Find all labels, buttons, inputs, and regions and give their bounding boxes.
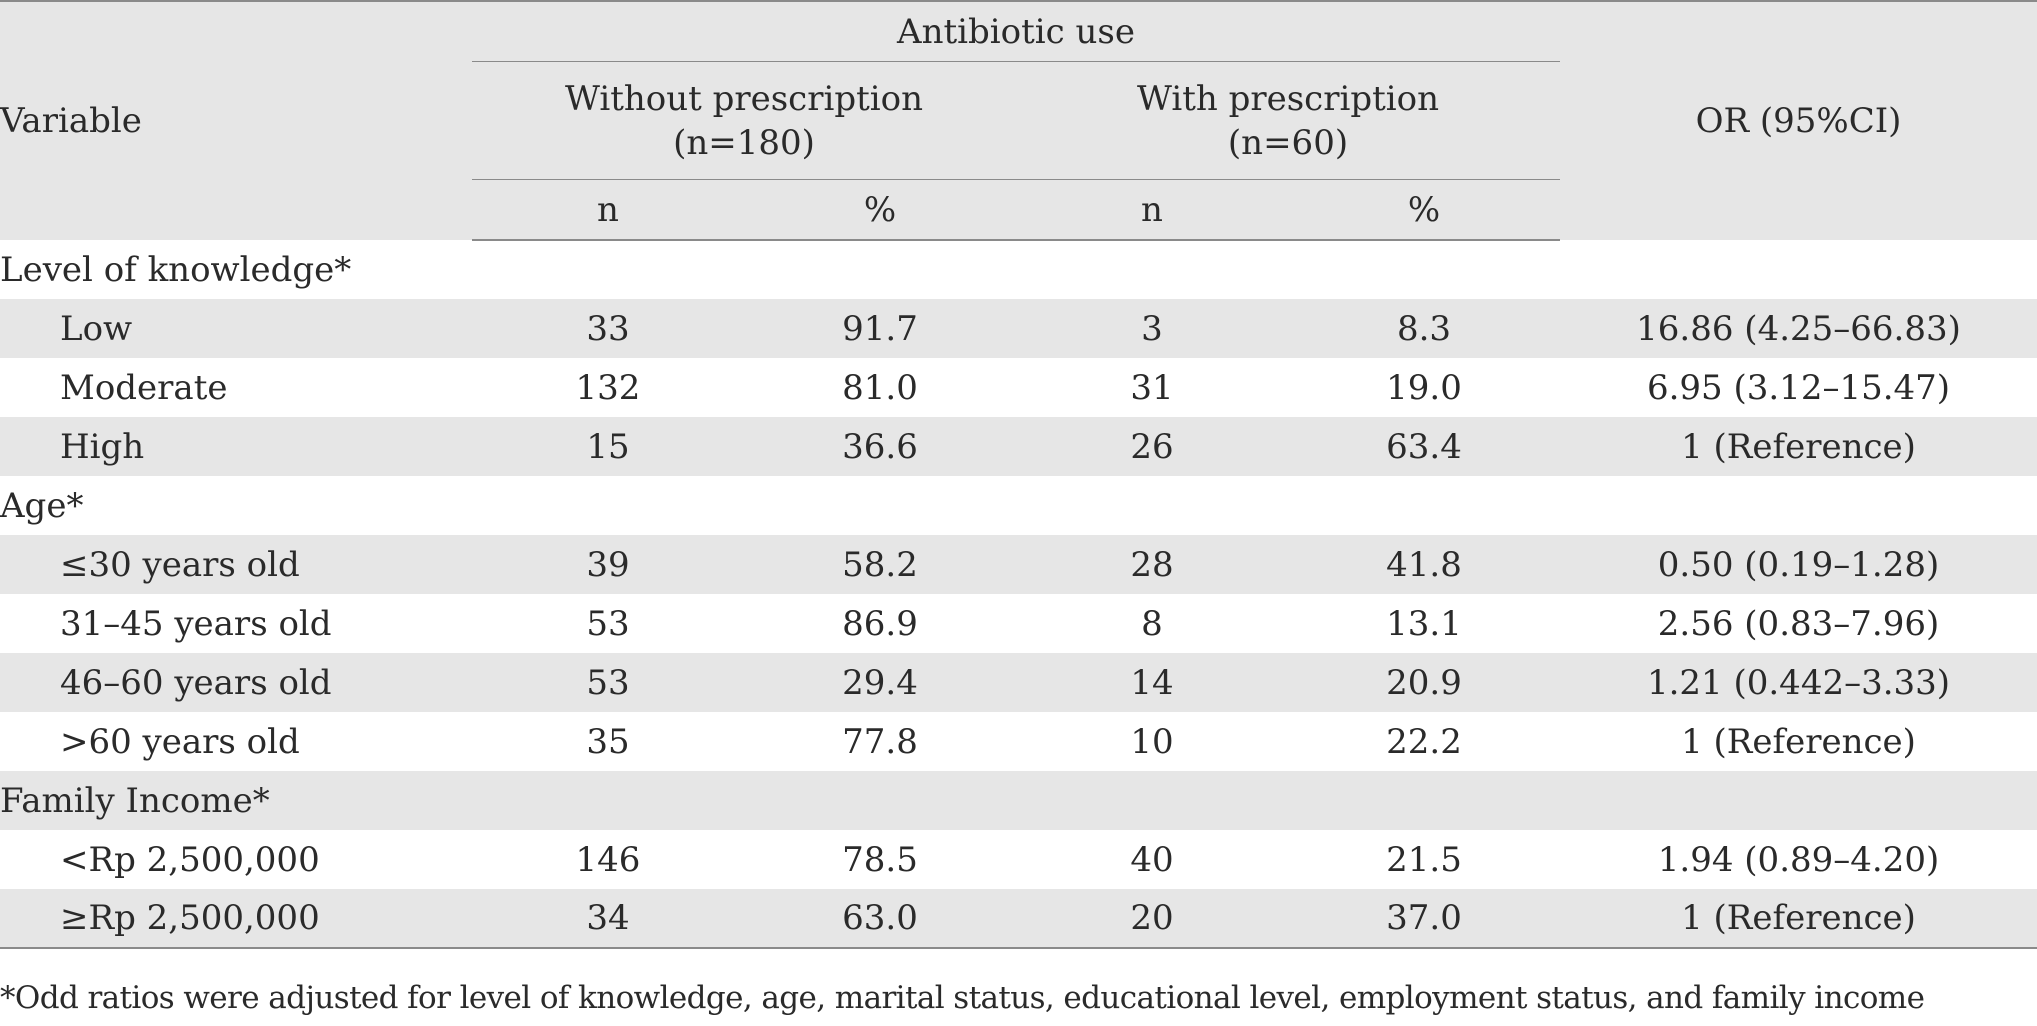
with-n-header: n — [1016, 180, 1288, 241]
cell-without-percent: 91.7 — [744, 299, 1016, 358]
cell-with-n: 8 — [1141, 603, 1163, 644]
table-row: High 15 36.6 26 63.4 1 (Reference) — [0, 417, 2037, 476]
row-label: Moderate — [60, 367, 228, 408]
section-label: Family Income* — [0, 771, 2037, 830]
without-prescription-label: Without prescription — [564, 78, 924, 119]
or-ci-header: OR (95%CI) — [1560, 0, 2037, 240]
cell-with-percent: 19.0 — [1386, 367, 1462, 408]
row-label: Low — [0, 299, 472, 358]
cell-without-percent: 36.6 — [744, 417, 1016, 476]
with-prescription-header: With prescription (n=60) — [1016, 62, 1561, 180]
subgroup-rule-right — [1016, 179, 1561, 180]
group-header-rule — [472, 61, 1561, 62]
antibiotic-use-label: Antibiotic use — [897, 12, 1135, 52]
cell-or-ci: 1 (Reference) — [1681, 721, 1916, 762]
cell-without-percent: 29.4 — [744, 653, 1016, 712]
cell-without-n: 53 — [586, 603, 630, 644]
antibiotic-use-group-header: Antibiotic use — [472, 0, 1561, 62]
cell-without-n: 39 — [472, 535, 744, 594]
table-row: ≥Rp 2,500,000 34 63.0 20 37.0 1 (Referen… — [0, 889, 2037, 949]
cell-with-percent: 37.0 — [1288, 889, 1561, 949]
table-row: Low 33 91.7 3 8.3 16.86 (4.25–66.83) — [0, 299, 2037, 358]
section-row-knowledge: Level of knowledge* — [0, 240, 2037, 299]
cell-or-ci: 0.50 (0.19–1.28) — [1560, 535, 2037, 594]
row-label: 31–45 years old — [60, 603, 332, 644]
cell-without-percent: 86.9 — [842, 603, 918, 644]
cell-without-n: 53 — [472, 653, 744, 712]
cell-without-percent: 77.8 — [842, 721, 918, 762]
antibiotic-use-table: Variable Antibiotic use OR (95%CI) Witho… — [0, 0, 2037, 949]
variable-header: Variable — [0, 0, 472, 240]
cell-with-percent: 8.3 — [1288, 299, 1561, 358]
cell-without-n: 33 — [472, 299, 744, 358]
table-row: 46–60 years old 53 29.4 14 20.9 1.21 (0.… — [0, 653, 2037, 712]
without-prescription-header: Without prescription (n=180) — [472, 62, 1016, 180]
table-footnote: *Odd ratios were adjusted for level of k… — [0, 980, 1925, 1016]
row-label: ≥Rp 2,500,000 — [0, 889, 472, 949]
table-row: <Rp 2,500,000 146 78.5 40 21.5 1.94 (0.8… — [0, 830, 2037, 889]
cell-without-n: 15 — [472, 417, 744, 476]
row-label: 46–60 years old — [0, 653, 472, 712]
without-prescription-count: (n=180) — [673, 123, 815, 163]
cell-without-n: 34 — [472, 889, 744, 949]
without-n-header: n — [472, 180, 744, 241]
section-label: Level of knowledge* — [0, 250, 352, 290]
table-row: >60 years old 35 77.8 10 22.2 1 (Referen… — [0, 712, 2037, 771]
cell-with-n: 26 — [1016, 417, 1288, 476]
cell-with-n: 20 — [1016, 889, 1288, 949]
row-label: High — [0, 417, 472, 476]
cell-with-percent: 20.9 — [1288, 653, 1561, 712]
cell-without-percent: 81.0 — [842, 367, 918, 408]
table-body: Level of knowledge* Low 33 91.7 3 8.3 16… — [0, 240, 2037, 949]
cell-without-percent: 78.5 — [842, 839, 918, 880]
table-row: 31–45 years old 53 86.9 8 13.1 2.56 (0.8… — [0, 594, 2037, 653]
row-label: >60 years old — [60, 721, 300, 762]
cell-or-ci: 1.94 (0.89–4.20) — [1657, 839, 1940, 880]
cell-with-n: 14 — [1016, 653, 1288, 712]
table-header: Variable Antibiotic use OR (95%CI) Witho… — [0, 0, 2037, 241]
odds-ratio-table-container: Variable Antibiotic use OR (95%CI) Witho… — [0, 0, 2037, 949]
section-label: Age* — [0, 485, 84, 526]
cell-without-n: 132 — [575, 367, 641, 408]
cell-with-n: 3 — [1016, 299, 1288, 358]
cell-with-percent: 63.4 — [1288, 417, 1561, 476]
section-row-age: Age* — [0, 476, 2037, 535]
cell-or-ci: 6.95 (3.12–15.47) — [1646, 367, 1951, 408]
cell-or-ci: 1 (Reference) — [1560, 417, 2037, 476]
table-row: ≤30 years old 39 58.2 28 41.8 0.50 (0.19… — [0, 535, 2037, 594]
cell-with-percent: 13.1 — [1386, 603, 1462, 644]
section-row-income: Family Income* — [0, 771, 2037, 830]
cell-with-percent: 21.5 — [1386, 839, 1462, 880]
cell-with-n: 40 — [1130, 839, 1174, 880]
cell-with-n: 10 — [1130, 721, 1174, 762]
cell-with-percent: 41.8 — [1288, 535, 1561, 594]
without-percent-header: % — [744, 180, 1016, 241]
cell-or-ci: 1.21 (0.442–3.33) — [1560, 653, 2037, 712]
cell-without-n: 146 — [575, 839, 641, 880]
cell-with-n: 31 — [1130, 367, 1174, 408]
table-row: Moderate 132 81.0 31 19.0 6.95 (3.12–15.… — [0, 358, 2037, 417]
cell-without-n: 35 — [586, 721, 630, 762]
cell-or-ci: 1 (Reference) — [1560, 889, 2037, 949]
cell-without-percent: 63.0 — [744, 889, 1016, 949]
cell-with-percent: 22.2 — [1386, 721, 1462, 762]
cell-or-ci: 16.86 (4.25–66.83) — [1560, 299, 2037, 358]
row-label: ≤30 years old — [0, 535, 472, 594]
subgroup-rule-left — [472, 179, 1016, 180]
cell-without-percent: 58.2 — [744, 535, 1016, 594]
row-label: <Rp 2,500,000 — [60, 839, 320, 880]
cell-or-ci: 2.56 (0.83–7.96) — [1657, 603, 1940, 644]
with-percent-header: % — [1288, 180, 1561, 241]
cell-with-n: 28 — [1016, 535, 1288, 594]
with-prescription-label: With prescription — [1137, 78, 1440, 119]
with-prescription-count: (n=60) — [1227, 123, 1349, 163]
